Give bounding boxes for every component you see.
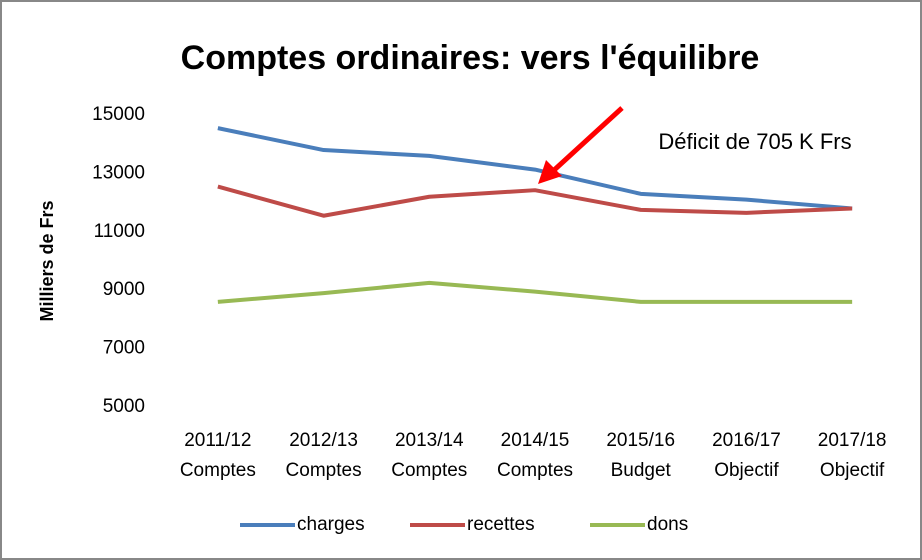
- x-tick-label: 2016/17: [712, 430, 781, 451]
- data-line: [217, 126, 853, 211]
- data-line: [217, 280, 853, 304]
- x-tick-label: 2013/14: [395, 430, 464, 451]
- x-tick-label: Comptes: [180, 460, 256, 481]
- y-axis-label: Milliers de Frs: [37, 200, 57, 321]
- chart-title: Comptes ordinaires: vers l'équilibre: [181, 39, 760, 77]
- x-tick-label: Comptes: [497, 460, 573, 481]
- x-tick-label: 2012/13: [289, 430, 358, 451]
- x-tick-label: Budget: [611, 460, 672, 481]
- y-tick-label: 13000: [92, 162, 145, 183]
- data-line: [217, 184, 853, 218]
- y-tick-label: 7000: [103, 338, 145, 359]
- y-tick-label: 5000: [103, 396, 145, 417]
- y-tick-label: 15000: [92, 104, 145, 125]
- x-tick-label: Objectif: [820, 460, 885, 481]
- annotation-arrow: [550, 106, 624, 174]
- x-tick-label: 2017/18: [818, 430, 887, 451]
- x-tick-label: 2014/15: [501, 430, 570, 451]
- y-tick-label: 11000: [94, 221, 145, 242]
- x-tick-label: 2011/12: [184, 430, 251, 451]
- x-tick-label: Objectif: [714, 460, 779, 481]
- x-tick-label: Comptes: [391, 460, 467, 481]
- legend-label: charges: [297, 514, 365, 535]
- x-tick-label: 2015/16: [606, 430, 675, 451]
- legend-label: dons: [647, 514, 688, 535]
- y-tick-label: 9000: [103, 279, 145, 300]
- annotation-arrowhead: [538, 160, 562, 184]
- legend-label: recettes: [467, 514, 535, 535]
- annotation-text: Déficit de 705 K Frs: [658, 129, 851, 154]
- x-tick-label: Comptes: [286, 460, 362, 481]
